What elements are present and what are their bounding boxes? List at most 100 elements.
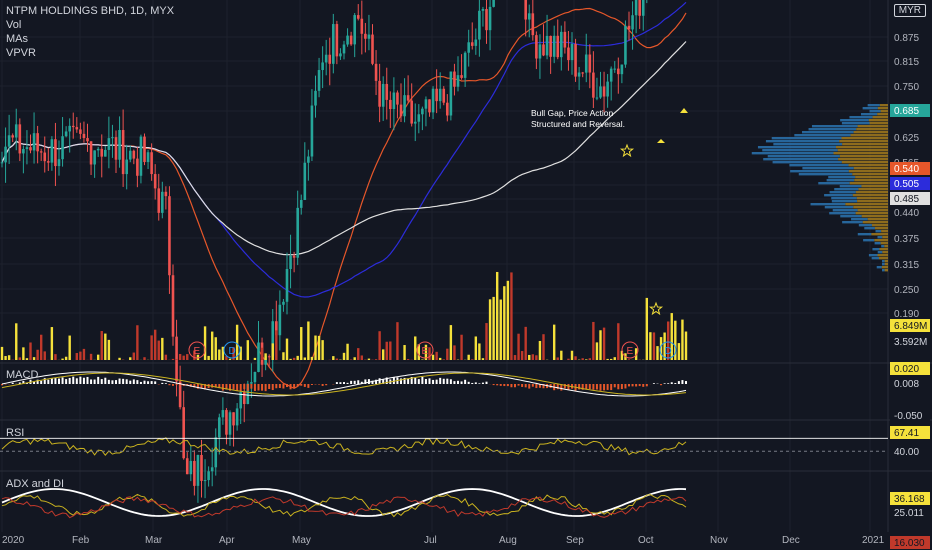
macd-hist-bar [667, 383, 670, 384]
volume-bar [645, 297, 649, 360]
adx-label[interactable]: ADX and DI [6, 478, 65, 490]
macd-hist-bar [599, 384, 602, 391]
vpvr-bar-down [877, 107, 888, 110]
macd-hist-bar [236, 384, 239, 392]
rsi-label[interactable]: RSI [6, 427, 25, 439]
vpvr-bar-up [772, 161, 842, 164]
volume-bar [381, 349, 385, 360]
legend-vol[interactable]: Vol [6, 19, 22, 31]
volume-bar [666, 321, 670, 360]
volume-bar [620, 350, 624, 360]
pane-value-box [890, 492, 930, 505]
volume-bar [520, 351, 524, 360]
macd-hist-bar [556, 384, 559, 390]
candle-body [57, 159, 61, 167]
macd-hist-bar [36, 379, 39, 384]
volume-bar [253, 357, 257, 360]
macd-hist-bar [382, 379, 385, 384]
macd-hist-bar [275, 384, 278, 389]
vpvr-bar-down [853, 206, 888, 209]
volume-bar [39, 334, 43, 360]
vpvr-bar-down [882, 236, 888, 239]
vpvr-bar-up [767, 155, 840, 158]
volume-bar [314, 335, 317, 360]
macd-hist-bar [400, 378, 402, 384]
vpvr-bar-up [802, 131, 854, 134]
macd-hist-bar [214, 384, 217, 388]
volume-bar [214, 337, 217, 360]
volume-bar [659, 337, 663, 360]
candle-body [61, 136, 64, 160]
candle-body [299, 199, 303, 208]
macd-hist-bar [432, 379, 435, 384]
pane-value-text: 67.41 [894, 428, 919, 439]
candle-body [417, 114, 421, 122]
volume-profile [751, 104, 888, 272]
candle-body [478, 10, 481, 40]
price-tick-label: 0.875 [894, 33, 919, 44]
volume-bar [346, 343, 349, 360]
macd-label[interactable]: MACD [6, 369, 39, 381]
macd-hist-bar [232, 384, 235, 390]
vpvr-bar-up [867, 104, 880, 107]
volume-bar [403, 345, 406, 360]
candle-body [18, 124, 22, 154]
vpvr-bar-down [868, 119, 888, 122]
candle-body [136, 158, 139, 176]
macd-hist-bar [43, 378, 46, 384]
volume-bar [96, 354, 100, 360]
macd-hist-bar [300, 384, 303, 386]
legend-vpvr[interactable]: VPVR [6, 47, 36, 59]
candle-body [36, 133, 39, 152]
vpvr-bar-up [818, 182, 850, 185]
candle-body [381, 83, 385, 107]
candle-body [125, 159, 128, 175]
macd-hist-bar [364, 379, 367, 384]
macd-signal-line [1, 372, 687, 396]
chart-annotation[interactable]: Bull Gap, Price Action Structured and Re… [531, 108, 625, 130]
event-marker-letter: D [229, 346, 236, 357]
vpvr-bar-up [882, 260, 885, 263]
vpvr-bar-down [852, 173, 888, 176]
volume-bar [481, 358, 485, 360]
macd-hist-bar [104, 377, 107, 384]
candle-body [196, 454, 200, 486]
candle-body [574, 43, 577, 77]
volume-bar [332, 356, 335, 360]
vpvr-bar-up [877, 236, 883, 239]
date-tick-label: Nov [710, 535, 728, 546]
macd-hist-bar [677, 381, 680, 384]
macd-hist-bar [118, 378, 121, 384]
volume-bar [495, 271, 499, 360]
legend-mas[interactable]: MAs [6, 33, 28, 45]
macd-hist-bar [642, 384, 645, 387]
vpvr-bar-up [789, 164, 849, 167]
macd-hist-bar [560, 384, 563, 391]
candle-body [584, 54, 588, 73]
candle-body [11, 135, 14, 138]
macd-hist-bar [136, 380, 139, 384]
candle-body [150, 152, 153, 175]
macd-hist-bar [414, 378, 417, 384]
vpvr-bar-down [837, 149, 888, 152]
vpvr-bar-up [863, 239, 875, 242]
volume-bar [442, 359, 445, 360]
volume-bar [453, 345, 456, 360]
symbol-title[interactable]: NTPM HOLDINGS BHD, 1D, MYX [6, 5, 175, 17]
price-label-text: 0.685 [894, 106, 919, 117]
volume-bar [581, 358, 584, 360]
volume-bar [649, 332, 652, 360]
currency-button[interactable]: MYR [893, 4, 926, 17]
volume-bar [82, 348, 86, 360]
vpvr-bar-down [884, 245, 888, 248]
event-marker-letter: E [194, 346, 201, 357]
macd-hist-bar [424, 378, 427, 384]
vpvr-bar-up [841, 122, 870, 125]
pane-value-box [890, 335, 930, 348]
volume-bar [552, 324, 556, 360]
macd-hist-bar [150, 381, 153, 384]
macd-hist-bar [189, 384, 192, 387]
macd-hist-bar [179, 384, 182, 386]
macd-hist-bar [378, 378, 381, 384]
macd-hist-bar [325, 384, 328, 386]
